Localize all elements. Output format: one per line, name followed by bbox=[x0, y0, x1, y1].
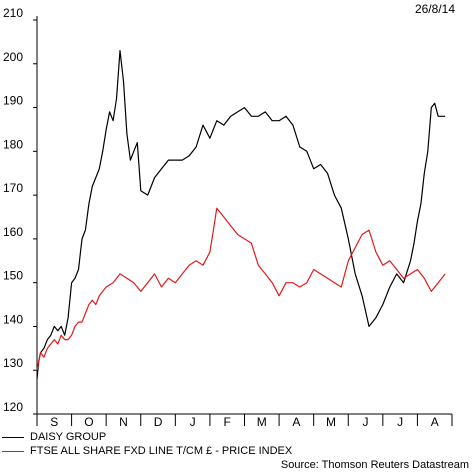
y-tick-label: 160 bbox=[3, 225, 23, 239]
x-tick-label: S bbox=[50, 415, 58, 429]
y-tick-label: 140 bbox=[3, 312, 23, 326]
x-tick-label: N bbox=[119, 415, 128, 429]
y-tick-label: 200 bbox=[3, 50, 23, 64]
x-tick-label: A bbox=[292, 415, 300, 429]
x-tick-label: O bbox=[84, 415, 93, 429]
x-tick-label: M bbox=[257, 415, 267, 429]
y-tick-label: 150 bbox=[3, 269, 23, 283]
x-tick-label: J bbox=[190, 415, 196, 429]
x-tick-label: J bbox=[363, 415, 369, 429]
series-line-daisy-group bbox=[36, 49, 446, 380]
y-tick-label: 180 bbox=[3, 137, 23, 151]
y-tick-label: 210 bbox=[3, 6, 23, 20]
y-tick-label: 130 bbox=[3, 356, 23, 370]
source-note: Source: Thomson Reuters Datastream bbox=[280, 459, 469, 471]
y-tick-label: 120 bbox=[3, 400, 23, 414]
date-label: 26/8/14 bbox=[414, 2, 455, 16]
legend-item-daisy-group: DAISY GROUP bbox=[2, 430, 292, 444]
legend-item-ftse: FTSE ALL SHARE FXD LINE T/CM £ - PRICE I… bbox=[2, 444, 292, 458]
series-line-ftse bbox=[36, 207, 446, 371]
x-tick-label: J bbox=[397, 415, 403, 429]
x-tick-label: F bbox=[224, 415, 231, 429]
line-chart: 120 130 140 150 160 170 180 190 200 210 S O N D J F M A M J… bbox=[3, 6, 453, 429]
legend-label-ftse: FTSE ALL SHARE FXD LINE T/CM £ - PRICE I… bbox=[30, 445, 293, 457]
series-layer bbox=[36, 49, 446, 380]
y-tick-label: 170 bbox=[3, 181, 23, 195]
legend-label-daisy-group: DAISY GROUP bbox=[30, 431, 107, 443]
legend: DAISY GROUP FTSE ALL SHARE FXD LINE T/CM… bbox=[2, 430, 292, 458]
chart-axes: 120 130 140 150 160 170 180 190 200 210 S O N D J F M A M J… bbox=[3, 6, 453, 429]
legend-swatch-ftse bbox=[2, 450, 24, 452]
y-tick-label: 190 bbox=[3, 94, 23, 108]
x-tick-label: M bbox=[326, 415, 336, 429]
x-tick-label: A bbox=[431, 415, 439, 429]
legend-swatch-daisy-group bbox=[2, 436, 24, 438]
x-tick-label: D bbox=[154, 415, 163, 429]
